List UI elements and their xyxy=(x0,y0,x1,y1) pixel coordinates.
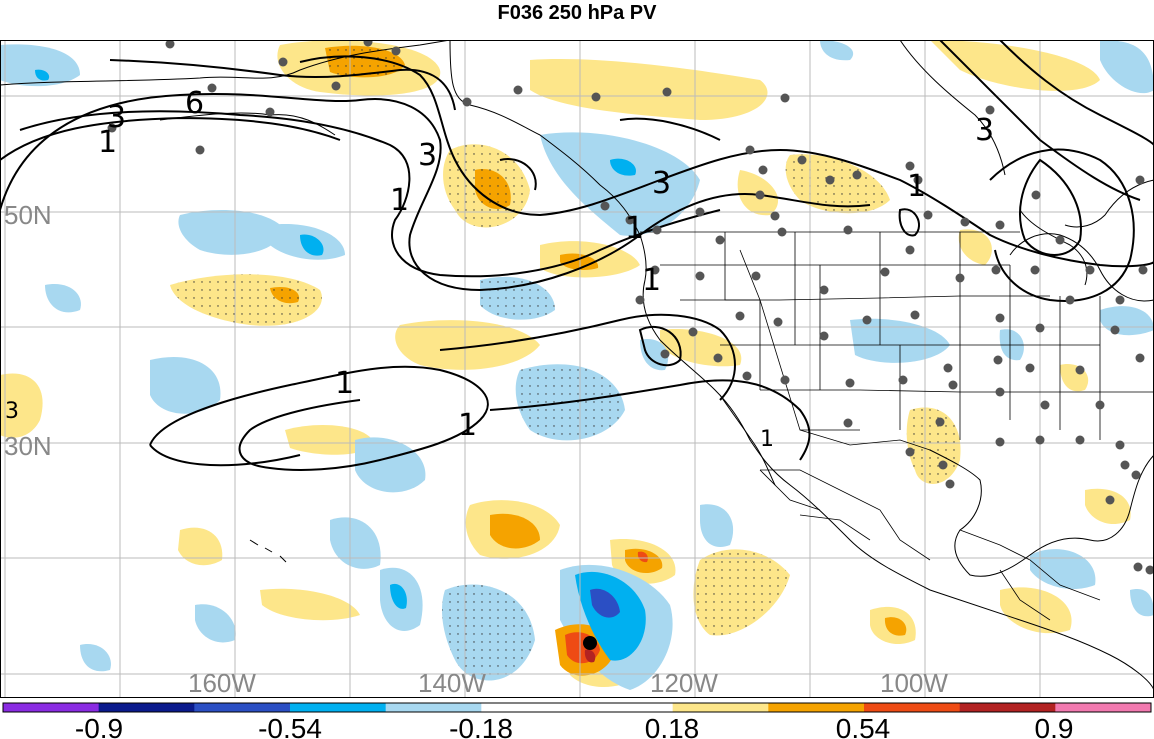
colorbar-tick-label: 0.54 xyxy=(836,713,891,739)
contour-label: 3 xyxy=(418,138,437,173)
colorbar-swatch xyxy=(98,703,195,712)
colorbar-swatch xyxy=(864,703,961,712)
colorbar-tick-label: -0.18 xyxy=(449,713,513,739)
longitude-label: 160W xyxy=(188,668,256,698)
contour-label: 1 xyxy=(907,169,926,204)
longitude-label: 140W xyxy=(418,668,486,698)
storm-center-marker xyxy=(583,636,597,650)
colorbar-tick-label: 0.9 xyxy=(1035,713,1074,739)
colorbar-swatch xyxy=(290,703,387,712)
colorbar-swatch xyxy=(481,703,578,712)
colorbar-swatches xyxy=(3,703,1152,712)
contour-label: 3 xyxy=(652,166,671,201)
contour-label: 3 xyxy=(5,399,19,424)
colorbar-swatch xyxy=(959,703,1056,712)
colorbar-tick-label: -0.54 xyxy=(258,713,322,739)
state-borders xyxy=(640,231,1154,621)
contour-label: 6 xyxy=(185,86,204,121)
colorbar-swatch xyxy=(385,703,482,712)
pv-contours xyxy=(0,40,1154,471)
colorbar-swatch xyxy=(768,703,865,712)
lat-lon-grid xyxy=(0,40,1154,698)
contour-label: 1 xyxy=(760,427,774,452)
longitude-label: 120W xyxy=(650,668,718,698)
colorbar-frame xyxy=(2,702,1152,713)
colorbar-swatch xyxy=(1055,703,1152,712)
colorbar-tick-label: 0.18 xyxy=(645,713,700,739)
contour-label: 1 xyxy=(390,183,409,218)
contour-label: 1 xyxy=(335,366,354,401)
contour-label: 1 xyxy=(625,211,644,246)
latitude-label: 30N xyxy=(4,431,52,461)
contour-label: 3 xyxy=(107,100,126,135)
contour-label: 1 xyxy=(98,125,117,160)
latitude-label: 50N xyxy=(4,200,52,230)
colorbar-swatch xyxy=(194,703,291,712)
longitude-label: 100W xyxy=(880,668,948,698)
map-title: F036 250 hPa PV xyxy=(497,2,657,24)
colorbar-swatch xyxy=(672,703,769,712)
contour-label: 1 xyxy=(458,408,477,443)
colorbar-swatch xyxy=(577,703,674,712)
contour-label: 3 xyxy=(975,113,994,148)
colorbar-tick-label: -0.9 xyxy=(75,713,123,739)
colorbar-swatch xyxy=(3,703,100,712)
contour-label: 1 xyxy=(642,263,661,298)
station-markers xyxy=(107,40,1154,575)
